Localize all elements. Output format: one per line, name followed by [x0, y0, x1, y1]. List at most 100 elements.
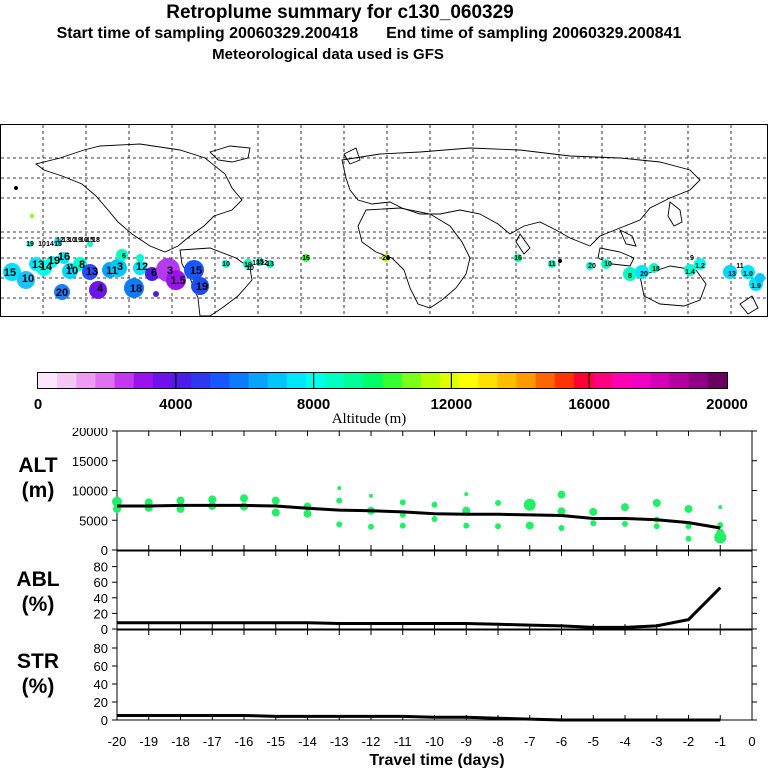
plume-cluster-point — [369, 493, 373, 498]
plume-marker-label: 13 — [86, 266, 98, 278]
plume-cluster-point — [463, 522, 470, 529]
colorbar-tick-label: 0 — [34, 396, 42, 413]
x-tick-label: -11 — [394, 734, 412, 749]
plume-marker-label: 15 — [86, 237, 94, 244]
plume-marker-label: 11 — [548, 261, 556, 268]
plume-marker — [145, 267, 159, 281]
plume-marker-label: 13 — [62, 237, 70, 244]
plume-marker-label: 19 — [74, 237, 82, 244]
x-tick-label: -1 — [714, 734, 726, 749]
mean-altitude-line — [117, 503, 721, 530]
plume-marker — [17, 271, 35, 289]
plume-cluster-point — [240, 494, 248, 503]
x-tick-label: -4 — [619, 734, 631, 749]
plume-marker-label: 10 — [222, 261, 230, 268]
coastline — [34, 143, 243, 253]
plume-marker-label: 6 — [122, 253, 126, 260]
plume-marker-label: 8 — [79, 259, 85, 271]
plume-marker-label: 19 — [196, 281, 208, 293]
x-tick-label: -5 — [587, 734, 599, 749]
plume-marker — [386, 256, 390, 260]
plume-cluster-point — [684, 504, 693, 513]
plume-cluster-point — [399, 522, 406, 529]
plume-marker-label: 3 — [117, 261, 123, 273]
colorbar-cell — [286, 373, 307, 388]
x-tick-label: -10 — [425, 734, 444, 749]
plume-marker-label: 13 — [266, 261, 274, 268]
colorbar-cell — [210, 373, 230, 388]
panel-ylabel: (m) — [22, 479, 55, 502]
plume-marker — [302, 254, 310, 262]
colorbar-cell — [114, 373, 135, 388]
plume-marker — [109, 259, 127, 277]
colorbar-cell — [267, 373, 288, 388]
panel-frame — [116, 629, 753, 721]
y-tick-label: 60 — [94, 659, 108, 674]
colorbar-cell — [38, 373, 58, 388]
plume-cluster-point — [271, 496, 280, 505]
coastline — [357, 207, 471, 309]
map-graticule — [1, 125, 767, 316]
plume-marker-label: 16 — [302, 255, 310, 262]
plume-marker-label: 18 — [130, 283, 142, 295]
x-tick-label: -19 — [139, 734, 158, 749]
colorbar-cell — [248, 373, 269, 388]
plume-marker — [243, 259, 253, 269]
y-tick-label: 0 — [101, 713, 108, 728]
coastline — [667, 201, 683, 227]
plume-marker-label: 14 — [40, 261, 53, 273]
plume-marker-label: 8 — [628, 273, 632, 280]
plume-marker — [649, 263, 659, 273]
coastline — [619, 229, 637, 247]
plume-marker — [635, 265, 649, 279]
colorbar-cell — [573, 373, 594, 388]
plume-marker-label: 15 — [190, 265, 202, 277]
plume-marker-label: 13 — [728, 271, 736, 278]
coastline — [209, 145, 251, 163]
plume-marker — [27, 241, 33, 247]
y-tick-label: 20 — [94, 695, 108, 710]
colorbar-tick-label: 8000 — [297, 396, 330, 413]
colorbar-cell — [344, 373, 364, 388]
colorbar-cell — [152, 373, 173, 388]
plume-marker — [601, 259, 611, 269]
colorbar-tick-label: 20000 — [706, 396, 748, 413]
coastline — [343, 147, 361, 165]
colorbar-cell — [707, 373, 728, 388]
x-tick-label: -13 — [330, 734, 349, 749]
plume-marker — [191, 277, 209, 295]
plume-cluster-point — [525, 521, 534, 530]
panel-series-line — [117, 586, 722, 629]
x-tick-label: -12 — [362, 734, 381, 749]
colorbar-tick-label: 4000 — [159, 396, 192, 413]
x-axis-label: Travel time (days) — [369, 752, 504, 768]
plume-cluster-point — [685, 535, 692, 542]
plume-marker-label: 4 — [97, 283, 104, 295]
plume-marker-label: 10 — [22, 273, 34, 285]
panel-series-line — [117, 714, 721, 722]
plume-marker-label: 12 — [56, 237, 64, 244]
plume-cluster-point — [622, 520, 628, 527]
x-tick-label: -6 — [556, 734, 568, 749]
plume-marker-label: 18 — [92, 237, 100, 244]
y-tick-label: 40 — [94, 677, 108, 692]
plume-marker-label: 9 — [690, 255, 694, 262]
plume-marker — [133, 261, 147, 275]
panel-frame — [116, 430, 753, 551]
plume-marker-label: 15 — [256, 259, 264, 266]
plume-cluster-point — [176, 496, 185, 505]
sampling-time-line: Start time of sampling 20060329.200418 En… — [0, 25, 753, 43]
colorbar-cell — [669, 373, 690, 388]
plume-marker-label: 20 — [56, 287, 68, 299]
panel-ylabel: ABL — [16, 568, 59, 591]
colorbar-cell — [401, 373, 422, 388]
plume-marker-label: 1.5 — [170, 275, 185, 287]
x-tick-label: -2 — [683, 734, 695, 749]
y-tick-label: 0 — [101, 543, 108, 558]
plume-marker — [124, 278, 144, 298]
plume-marker — [684, 264, 696, 276]
colorbar-cell — [229, 373, 250, 388]
plume-marker — [623, 267, 637, 281]
plume-marker-label: 16 — [58, 251, 70, 263]
